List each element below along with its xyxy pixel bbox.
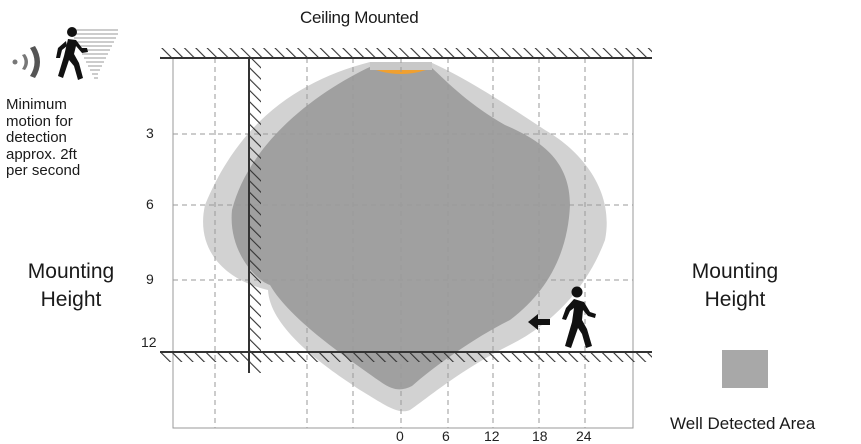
mounting-height-line: Mounting bbox=[27, 260, 115, 283]
y-tick-label: 6 bbox=[146, 196, 154, 212]
inner-detection-zone bbox=[231, 66, 570, 390]
speed-lines-icon bbox=[70, 29, 118, 79]
mounting-height-line: Mounting bbox=[691, 260, 779, 283]
walking-person-icon bbox=[562, 286, 596, 348]
motion-note-line: per second bbox=[6, 162, 81, 179]
legend-label: Well Detected Area bbox=[670, 414, 816, 433]
diagram-title: Ceiling Mounted bbox=[300, 8, 419, 27]
ceiling-hatch bbox=[160, 48, 652, 58]
motion-note-line: motion for bbox=[6, 112, 73, 130]
mounting-height-line: Height bbox=[40, 288, 102, 311]
walking-person-icon bbox=[56, 27, 88, 80]
y-tick-label: 3 bbox=[146, 125, 154, 141]
legend-swatch bbox=[722, 350, 768, 388]
motion-note: Minimum motion for detection approx. 2ft… bbox=[6, 96, 126, 180]
mounting-height-line: Height bbox=[704, 288, 766, 311]
sensor-housing bbox=[370, 62, 432, 70]
y-tick-label: 12 bbox=[141, 334, 157, 350]
arrow-left-icon bbox=[528, 314, 550, 330]
motion-note-line: Minimum bbox=[6, 96, 67, 113]
wall-hatch bbox=[249, 58, 261, 373]
x-tick-label: 24 bbox=[576, 428, 592, 444]
x-tick-label: 12 bbox=[484, 428, 500, 444]
grid-lines bbox=[173, 58, 633, 428]
x-tick-label: 18 bbox=[532, 428, 548, 444]
mounting-height-label-right: Mounting Height bbox=[675, 258, 795, 314]
floor-hatch bbox=[160, 352, 652, 362]
motion-note-line: detection bbox=[6, 129, 67, 146]
motion-wave-icon bbox=[12, 46, 40, 78]
x-tick-label: 0 bbox=[396, 428, 404, 444]
motion-note-line: approx. 2ft bbox=[6, 145, 77, 163]
mounting-height-label-left: Mounting Height bbox=[6, 258, 136, 314]
x-tick-label: 6 bbox=[442, 428, 450, 444]
y-tick-label: 9 bbox=[146, 271, 154, 287]
